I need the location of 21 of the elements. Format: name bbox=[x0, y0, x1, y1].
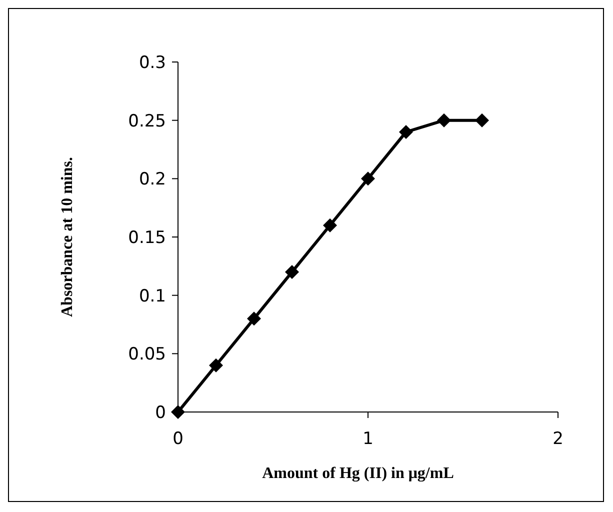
point bbox=[399, 125, 413, 139]
x-tick-label: 2 bbox=[552, 429, 564, 449]
x-tick-label: 0 bbox=[172, 429, 184, 449]
point bbox=[209, 358, 223, 372]
x-axis-title: Amount of Hg (II) in μg/mL bbox=[262, 465, 454, 482]
point bbox=[323, 218, 337, 232]
y-tick-label: 0 bbox=[155, 402, 166, 423]
y-axis-title: Absorbance at 10 mins. bbox=[59, 156, 76, 318]
point bbox=[437, 113, 451, 128]
y-tick-label: 0.25 bbox=[128, 111, 166, 132]
point bbox=[361, 172, 375, 186]
x-tick-label: 1 bbox=[362, 429, 374, 449]
y-tick-label: 0.1 bbox=[138, 286, 166, 306]
point bbox=[171, 405, 185, 419]
point bbox=[285, 265, 299, 279]
y-tick-label: 0.2 bbox=[138, 170, 166, 190]
y-tick-label: 0.15 bbox=[128, 228, 166, 248]
point bbox=[475, 113, 489, 128]
point bbox=[247, 312, 261, 326]
y-tick-label: 0.05 bbox=[128, 344, 166, 365]
y-tick-label: 0.3 bbox=[138, 52, 166, 73]
